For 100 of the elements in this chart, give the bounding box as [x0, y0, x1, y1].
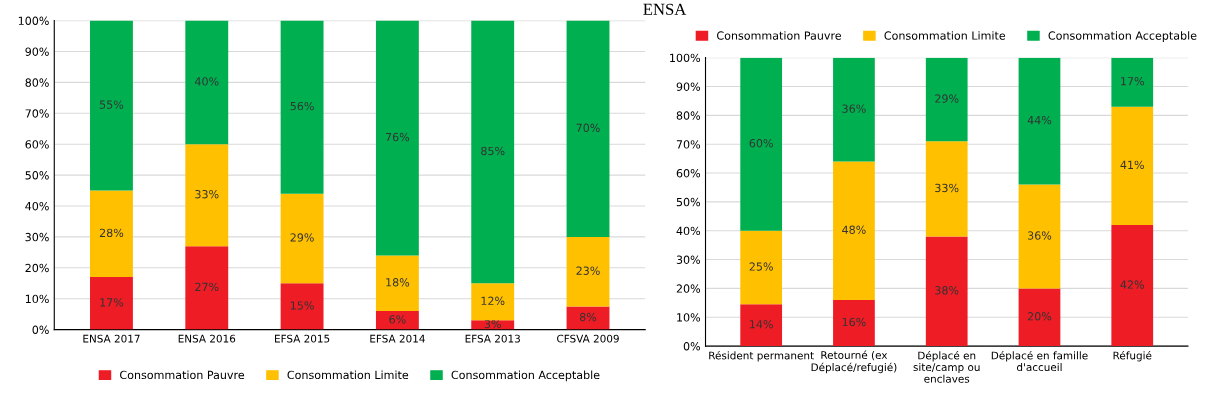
legend-label: Consommation Pauvre	[717, 31, 842, 40]
x-tick-label: EFSA 2014	[370, 334, 425, 343]
bar	[1111, 57, 1154, 107]
x-tick-label: ENSA 2016	[178, 334, 236, 343]
bar	[471, 20, 515, 284]
data-label: 42%	[1120, 280, 1144, 289]
data-label: 40%	[194, 77, 219, 86]
bar	[280, 193, 324, 284]
bar	[1018, 57, 1061, 185]
data-label: 17%	[1121, 77, 1144, 86]
bar	[185, 144, 229, 247]
data-label: 60%	[749, 139, 773, 148]
data-label: 29%	[935, 94, 959, 103]
y-tick-label: 30%	[676, 255, 701, 264]
y-tick-label: 90%	[25, 47, 49, 56]
y-tick-label: 40%	[25, 201, 49, 211]
x-tick-label: EFSA 2015	[275, 334, 330, 343]
data-label: 14%	[750, 319, 773, 329]
data-label: 27%	[195, 282, 219, 292]
legend-label: Consommation Acceptable	[1048, 31, 1197, 42]
y-tick-label: 10%	[677, 313, 701, 322]
data-label: 23%	[576, 266, 600, 275]
x-tick-label: ENSA 2017	[83, 334, 140, 343]
y-tick-label: 50%	[25, 171, 49, 180]
data-label: 55%	[99, 100, 124, 109]
bar	[375, 311, 419, 330]
data-label: 44%	[1027, 115, 1052, 125]
y-tick-label: 100%	[18, 16, 49, 25]
y-tick-label: 0%	[32, 325, 49, 334]
bar	[740, 304, 783, 347]
data-label: 15%	[290, 301, 314, 310]
bar	[566, 20, 610, 237]
data-label: 85%	[481, 146, 505, 156]
data-label: 38%	[935, 286, 959, 295]
bar	[925, 57, 968, 142]
y-tick-label: 70%	[25, 109, 49, 118]
y-tick-label: 0%	[683, 342, 701, 351]
bar	[375, 255, 419, 312]
bar	[280, 283, 324, 330]
legend-label: Consommation Pauvre	[120, 370, 245, 380]
bar	[833, 57, 875, 162]
y-tick-label: 80%	[25, 78, 49, 87]
y-tick-label: 80%	[676, 111, 701, 120]
bar	[185, 20, 229, 145]
data-label: 33%	[195, 190, 219, 199]
y-tick-label: 90%	[676, 82, 701, 91]
bar	[90, 20, 133, 191]
y-tick-label: 50%	[676, 197, 701, 207]
data-label: 70%	[576, 123, 600, 132]
y-tick-label: 60%	[25, 140, 49, 149]
x-tick-label: EFSA 2013	[465, 334, 520, 343]
y-tick-label: 20%	[25, 263, 49, 273]
chart-title: ENSA	[643, 3, 687, 15]
data-label: 29%	[290, 233, 314, 242]
legend-label: Consommation Limite	[287, 370, 409, 380]
y-tick-label: 60%	[676, 169, 701, 178]
bar	[833, 299, 875, 347]
bar	[90, 190, 133, 278]
x-tick-label: Déplacé en famille d'accueil	[991, 350, 1088, 372]
y-tick-label: 40%	[676, 226, 701, 236]
bar	[566, 306, 610, 330]
bar	[1018, 288, 1061, 347]
bar	[740, 57, 783, 231]
x-tick-label: Déplacé en site/camp ou enclaves	[913, 350, 980, 383]
x-tick-label: CFSVA 2009	[557, 334, 619, 343]
y-tick-label: 30%	[25, 232, 49, 242]
bar	[280, 20, 324, 194]
y-tick-label: 20%	[676, 284, 701, 293]
bar	[740, 230, 783, 305]
bar	[1111, 224, 1154, 347]
bar	[566, 236, 610, 307]
x-tick-label: Réfugié	[1113, 350, 1152, 362]
y-tick-label: 10%	[25, 294, 49, 304]
bar	[375, 20, 419, 256]
bar	[90, 277, 133, 330]
legend-label: Consommation Limite	[884, 31, 1006, 40]
data-label: 41%	[1120, 160, 1144, 170]
bar	[833, 161, 875, 300]
bar	[471, 283, 515, 321]
y-tick-label: 100%	[670, 53, 701, 63]
bar	[185, 246, 229, 330]
data-label: 56%	[290, 101, 314, 111]
data-label: 3%	[484, 319, 501, 329]
data-label: 36%	[842, 104, 866, 113]
data-label: 36%	[1027, 231, 1052, 240]
y-tick-label: 70%	[676, 140, 701, 149]
data-label: 8%	[579, 312, 597, 322]
data-label: 48%	[842, 225, 866, 234]
data-label: 28%	[99, 228, 124, 238]
data-label: 33%	[935, 183, 959, 193]
bar	[925, 236, 968, 347]
bar	[1111, 106, 1154, 225]
data-label: 25%	[749, 262, 773, 271]
data-label: 16%	[842, 317, 866, 327]
data-label: 76%	[385, 132, 410, 142]
data-label: 6%	[389, 315, 406, 324]
data-label: 17%	[100, 298, 124, 307]
data-label: 20%	[1027, 312, 1052, 321]
bar	[925, 141, 968, 237]
bar	[1018, 184, 1061, 289]
